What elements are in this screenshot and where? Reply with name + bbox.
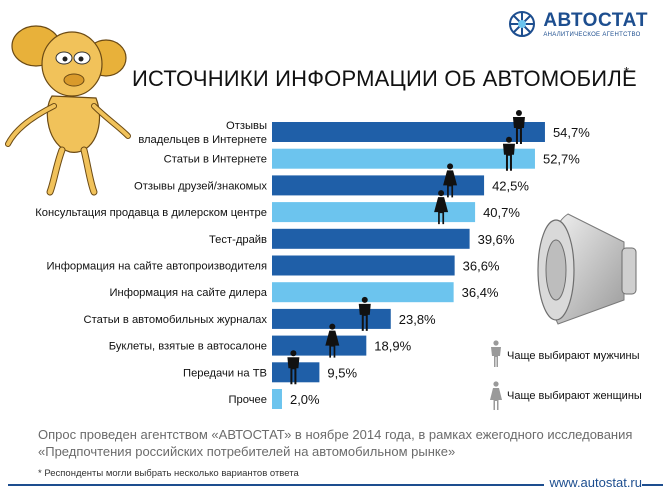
female-marker-icon-3 [443,163,458,198]
survey-caption-line1: Опрос проведен агентством «АВТОСТАТ» в н… [38,427,633,442]
female-marker-icon-4 [434,190,449,225]
bar-2 [272,148,535,169]
category-label-9: Буклеты, взятые в автосалоне [109,341,267,353]
footer-divider [8,484,663,486]
value-label-9: 18,9% [374,339,411,354]
category-label-8: Статьи в автомобильных журналах [84,314,268,326]
bar-9 [272,335,367,356]
value-label-11: 2,0% [290,392,320,407]
male-marker-icon-2 [502,136,515,171]
brand-block: АВТОСТАТ АНАЛИТИЧЕСКОЕ АГЕНТСТВО [507,9,648,39]
male-figure-icon [491,340,501,367]
category-label-11: Прочее [228,394,267,406]
category-label-10: Передачи на ТВ [183,367,267,379]
bar-3 [272,175,485,196]
mascot-illustration [5,25,131,196]
legend-female-label: Чаще выбирают женщины [507,390,642,402]
category-label-4: Консультация продавца в дилерском центре [35,207,267,219]
male-marker-icon-8 [358,296,371,331]
category-label-2: Статьи в Интернете [164,154,267,166]
value-label-3: 42,5% [492,178,529,193]
bar-5 [272,228,470,249]
page-title: ИСТОЧНИКИ ИНФОРМАЦИИ ОБ АВТОМОБИЛЕ [132,66,637,91]
male-marker-icon-10 [287,350,300,385]
bar-4 [272,202,476,223]
respondents-footnote: * Респонденты могли выбрать несколько ва… [38,468,299,479]
female-marker-icon-9 [325,323,340,358]
legend-male-label: Чаще выбирают мужчины [507,350,640,362]
brand-logo-icon [509,11,536,37]
value-label-4: 40,7% [483,205,520,220]
value-label-8: 23,8% [399,312,436,327]
category-label-7: Информация на сайте дилера [110,287,268,299]
bar-1 [272,122,545,142]
female-figure-icon [490,381,502,410]
value-label-1: 54,7% [553,125,590,140]
megaphone-illustration [537,213,637,325]
bar-7 [272,282,454,303]
category-label-3: Отзывы друзей/знакомых [134,180,267,192]
survey-caption: Опрос проведен агентством «АВТОСТАТ» в н… [38,426,658,460]
bar-11 [272,389,282,409]
value-label-7: 36,4% [462,285,499,300]
category-label-1-line2: владельцев в Интернете [138,134,267,146]
title-footnote-mark: * [624,64,630,79]
category-label-1-line1: Отзывы [226,120,267,132]
brand-subtitle: АНАЛИТИЧЕСКОЕ АГЕНТСТВО [543,31,641,38]
brand-name: АВТОСТАТ [543,9,648,31]
value-label-10: 9,5% [327,365,357,380]
category-label-5: Тест-драйв [209,234,267,246]
website-link[interactable]: www.autostat.ru [543,475,642,490]
male-marker-icon-1 [512,110,525,144]
value-label-2: 52,7% [543,152,580,167]
value-label-6: 36,6% [463,259,500,274]
survey-caption-line2: «Предпочтения российских потребителей на… [38,444,456,459]
bar-6 [272,255,455,276]
category-label-6: Информация на сайте автопроизводителя [46,261,267,273]
value-label-5: 39,6% [478,232,515,247]
